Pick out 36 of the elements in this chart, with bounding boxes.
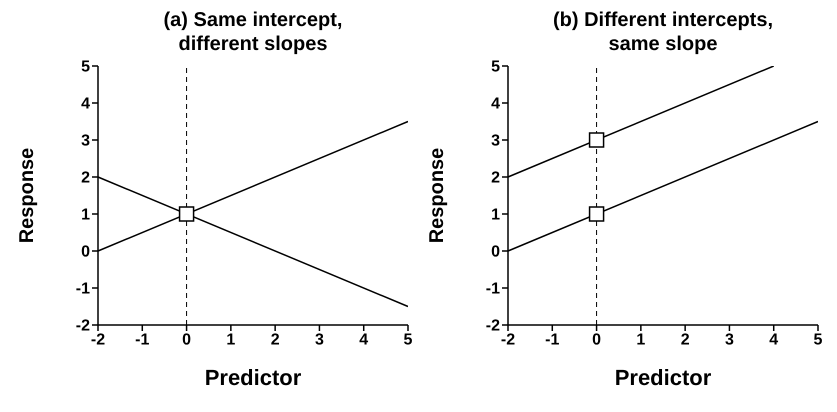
x-tick-label: 5 bbox=[404, 331, 413, 348]
x-tick-label: 1 bbox=[636, 331, 646, 348]
y-tick-label: 5 bbox=[491, 58, 500, 76]
y-tick-label: -1 bbox=[486, 280, 500, 298]
y-tick-label: -2 bbox=[76, 318, 90, 335]
y-tick-label: 5 bbox=[81, 58, 90, 76]
x-tick-label: -1 bbox=[545, 331, 560, 348]
x-tick-label: 2 bbox=[680, 331, 690, 348]
x-tick-label: 3 bbox=[724, 331, 734, 348]
y-tick-label: 4 bbox=[491, 96, 500, 113]
y-tick-label: -2 bbox=[486, 318, 500, 335]
y-tick-label: -1 bbox=[76, 280, 90, 298]
y-tick-label: 1 bbox=[491, 206, 500, 224]
x-tick-label: -1 bbox=[135, 331, 150, 348]
x-tick-label: 4 bbox=[359, 331, 368, 348]
y-tick-label: 3 bbox=[491, 132, 500, 150]
x-tick-label: 0 bbox=[592, 331, 602, 348]
chart-title: (a) Same intercept, different slopes bbox=[162, 8, 344, 57]
y-axis-title: Response bbox=[16, 148, 38, 244]
y-tick-label: 0 bbox=[81, 244, 90, 261]
chart-title: (b) Different intercepts, same slope bbox=[552, 8, 774, 57]
x-axis-title: Predictor bbox=[204, 365, 302, 390]
y-tick-label: 3 bbox=[81, 132, 90, 150]
y-tick-label: 4 bbox=[81, 96, 90, 113]
x-tick-label: 2 bbox=[270, 331, 280, 348]
x-tick-label: 5 bbox=[814, 331, 823, 348]
y-tick-label: 1 bbox=[81, 206, 90, 224]
y-tick-label: 2 bbox=[81, 170, 90, 187]
x-tick-label: 0 bbox=[182, 331, 192, 348]
y-tick-label: 0 bbox=[491, 244, 500, 261]
y-axis-title: Response bbox=[426, 148, 448, 244]
y-tick-label: 2 bbox=[491, 170, 500, 187]
x-tick-label: 3 bbox=[314, 331, 324, 348]
x-tick-label: 4 bbox=[769, 331, 778, 348]
x-tick-label: 1 bbox=[226, 331, 236, 348]
x-axis-title: Predictor bbox=[614, 365, 712, 390]
